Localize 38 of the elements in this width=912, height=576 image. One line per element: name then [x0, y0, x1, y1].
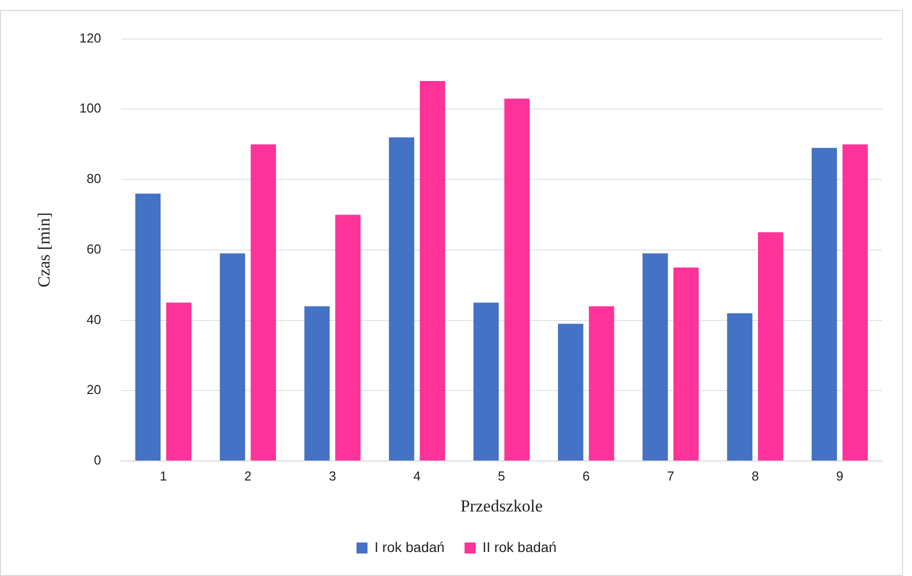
- bar: [388, 137, 414, 460]
- x-tick-label: 4: [413, 468, 421, 484]
- y-axis-title: Czas [min]: [34, 212, 54, 288]
- bar: [135, 194, 161, 460]
- bar: [727, 313, 752, 460]
- x-tick-label: 2: [244, 468, 252, 484]
- bar: [250, 144, 276, 460]
- bar: [812, 148, 837, 460]
- legend-label: II rok badań: [482, 538, 556, 555]
- bar: [673, 267, 699, 460]
- bar: [504, 98, 530, 460]
- bar: [166, 302, 192, 460]
- y-tick-label: 0: [94, 452, 102, 468]
- y-tick-label: 120: [79, 30, 102, 46]
- x-tick-label: 6: [582, 468, 590, 484]
- bar: [588, 306, 614, 460]
- bar: [420, 81, 446, 460]
- x-tick-label: 8: [752, 468, 759, 484]
- x-axis-title: Przedszkole: [460, 496, 543, 516]
- x-tick-label: 9: [836, 468, 844, 484]
- y-tick-label: 80: [86, 171, 102, 186]
- y-tick-label: 20: [86, 382, 102, 398]
- bar: [220, 253, 246, 460]
- y-tick-label: 40: [86, 312, 102, 327]
- bar: [335, 214, 361, 460]
- x-tick-label: 7: [667, 468, 674, 484]
- legend-label: I rok badań: [374, 538, 445, 555]
- x-tick-label: 3: [328, 468, 336, 484]
- bar: [758, 232, 784, 460]
- y-tick-label: 100: [79, 100, 102, 116]
- x-tick-label: 1: [160, 468, 167, 484]
- x-tick-label: 5: [498, 468, 506, 484]
- bar: [842, 144, 868, 460]
- y-tick-label: 60: [86, 241, 102, 256]
- bar: [473, 302, 499, 460]
- bar: [642, 253, 668, 460]
- bar: [558, 324, 584, 460]
- bar: [304, 306, 330, 460]
